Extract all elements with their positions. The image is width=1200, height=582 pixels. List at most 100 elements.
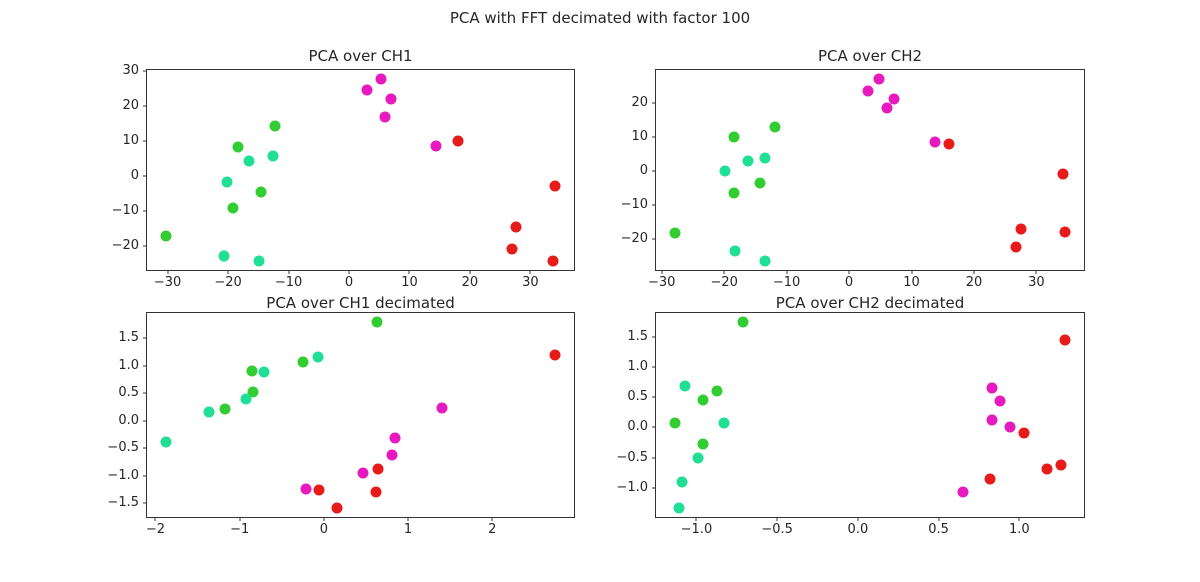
y-tick-mark xyxy=(143,475,147,477)
subplot-pca-ch1: −30 −20 −10 0 10 20 30 −20 −10 0 10 20 30 xyxy=(112,64,575,289)
x-tick-mark xyxy=(167,270,169,274)
x-tick-mark xyxy=(786,270,788,274)
x-tick-mark xyxy=(1018,517,1020,521)
y-tick-mark xyxy=(143,365,147,367)
x-tick-mark xyxy=(529,270,531,274)
scatter-point-limegreen xyxy=(247,386,259,398)
x-tick-label: 0 xyxy=(844,275,854,290)
scatter-point-limegreen xyxy=(255,186,267,198)
scatter-point-springgreen xyxy=(253,255,265,267)
x-tick-mark xyxy=(1035,270,1037,274)
x-tick-mark xyxy=(323,517,325,521)
x-tick-label: 0.5 xyxy=(928,522,949,537)
scatter-point-limegreen xyxy=(371,316,383,328)
scatter-point-red xyxy=(547,255,559,267)
scatter-point-red xyxy=(1041,463,1053,475)
scatter-point-red xyxy=(549,349,561,361)
scatter-point-limegreen xyxy=(769,121,781,133)
subplot-title-ch1: PCA over CH1 xyxy=(308,47,413,65)
x-tick-label: 10 xyxy=(401,275,418,290)
scatter-point-limegreen xyxy=(269,120,281,132)
scatter-point-limegreen xyxy=(669,227,681,239)
scatter-point-springgreen xyxy=(729,245,741,257)
scatter-point-springgreen xyxy=(243,155,255,167)
x-tick-mark xyxy=(695,517,697,521)
x-tick-mark xyxy=(348,270,350,274)
y-tick-mark xyxy=(652,487,656,489)
x-tick-mark xyxy=(288,270,290,274)
scatter-point-magenta xyxy=(361,84,373,96)
scatter-point-red xyxy=(506,243,518,255)
scatter-point-magenta xyxy=(888,93,900,105)
scatter-point-limegreen xyxy=(160,230,172,242)
scatter-point-limegreen xyxy=(754,177,766,189)
y-tick-label: −1.5 xyxy=(107,495,139,511)
scatter-point-springgreen xyxy=(258,366,270,378)
y-tick-mark xyxy=(143,392,147,394)
y-tick-mark xyxy=(652,336,656,338)
y-tick-label: 0 xyxy=(639,162,648,178)
y-tick-label: −20 xyxy=(111,238,139,254)
scatter-point-red xyxy=(1055,459,1067,471)
x-tick-mark xyxy=(776,517,778,521)
scatter-point-red xyxy=(331,502,343,514)
scatter-point-limegreen xyxy=(246,365,258,377)
scatter-point-springgreen xyxy=(692,452,704,464)
scatter-point-springgreen xyxy=(267,150,279,162)
x-tick-mark xyxy=(239,517,241,521)
scatter-point-red xyxy=(1015,223,1027,234)
x-tick-label: −30 xyxy=(647,275,676,290)
y-tick-label: 1.0 xyxy=(118,357,139,373)
x-tick-label: −1.0 xyxy=(680,522,713,537)
scatter-point-limegreen xyxy=(728,187,740,199)
scatter-point-springgreen xyxy=(221,176,233,188)
x-tick-label: 0 xyxy=(319,522,328,537)
y-tick-mark xyxy=(143,502,147,504)
x-tick-mark xyxy=(661,270,663,274)
scatter-point-springgreen xyxy=(719,165,731,177)
x-tick-label: 20 xyxy=(965,275,983,290)
scatter-point-springgreen xyxy=(759,255,771,267)
scatter-point-limegreen xyxy=(297,356,309,368)
scatter-point-magenta xyxy=(386,449,398,461)
y-tick-label: 0.5 xyxy=(627,389,648,405)
x-tick-label: 1.0 xyxy=(1008,522,1030,537)
scatter-point-limegreen xyxy=(697,438,709,450)
scatter-point-red xyxy=(1057,168,1069,180)
subplot-pca-ch2-decimated: −1.0 −0.5 0.0 0.5 1.0 −1.0 −0.5 0.0 0.5 1.0 1.5 xyxy=(616,312,1085,536)
scatter-point-magenta xyxy=(300,483,312,495)
scatter-point-limegreen xyxy=(711,385,723,397)
scatter-point-springgreen xyxy=(673,502,685,514)
scatter-point-springgreen xyxy=(312,351,324,363)
scatter-point-springgreen xyxy=(160,436,172,448)
scatter-point-limegreen xyxy=(697,394,709,406)
scatter-point-limegreen xyxy=(728,131,740,143)
subplot-pca-ch2: −30 −20 −10 0 10 20 30 −20 −10 0 10 20 xyxy=(621,69,1085,289)
scatter-point-springgreen xyxy=(718,417,730,429)
x-tick-label: 30 xyxy=(522,275,539,290)
x-tick-label: 30 xyxy=(1028,275,1045,290)
scatter-point-magenta xyxy=(873,73,885,85)
scatter-point-magenta xyxy=(436,402,448,414)
x-tick-label: −2 xyxy=(145,522,166,537)
y-tick-label: −20 xyxy=(620,230,648,246)
scatter-point-magenta xyxy=(986,414,998,426)
scatter-point-limegreen xyxy=(219,403,230,415)
x-tick-mark xyxy=(973,270,975,274)
x-tick-label: −30 xyxy=(153,275,182,290)
y-tick-label: 0.5 xyxy=(118,385,139,401)
x-tick-label: −0.5 xyxy=(761,522,793,537)
scatter-point-red xyxy=(1010,241,1022,253)
subplot-title-ch1-decimated: PCA over CH1 decimated xyxy=(266,294,455,312)
scatter-point-magenta xyxy=(389,432,401,444)
scatter-point-magenta xyxy=(357,467,369,478)
figure-suptitle: PCA with FFT decimated with factor 100 xyxy=(449,9,751,27)
x-tick-label: 0 xyxy=(344,275,354,290)
scatter-point-magenta xyxy=(862,85,874,97)
x-tick-label: −10 xyxy=(274,275,303,290)
y-tick-label: 30 xyxy=(122,62,139,78)
subplot-title-ch2: PCA over CH2 xyxy=(817,47,923,65)
y-tick-label: −10 xyxy=(620,196,648,212)
x-tick-mark xyxy=(154,517,156,521)
